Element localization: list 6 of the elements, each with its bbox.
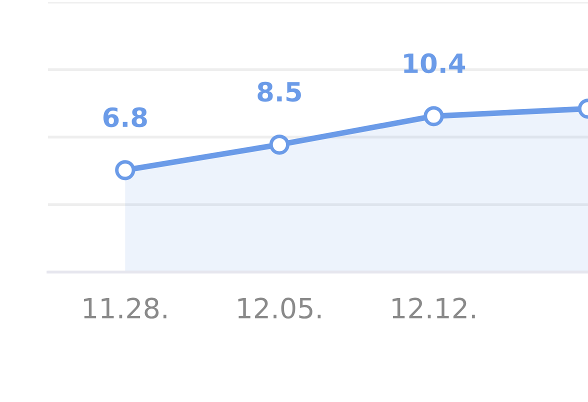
data-label: 8.5 xyxy=(258,82,301,102)
x-tick-label: 12.12. xyxy=(392,298,475,318)
data-label: 10.4 xyxy=(404,53,466,74)
x-tick-label: 12.05. xyxy=(238,298,321,319)
x-tick-label: 11.28. xyxy=(84,298,166,319)
data-label: 6.8 xyxy=(103,107,147,128)
